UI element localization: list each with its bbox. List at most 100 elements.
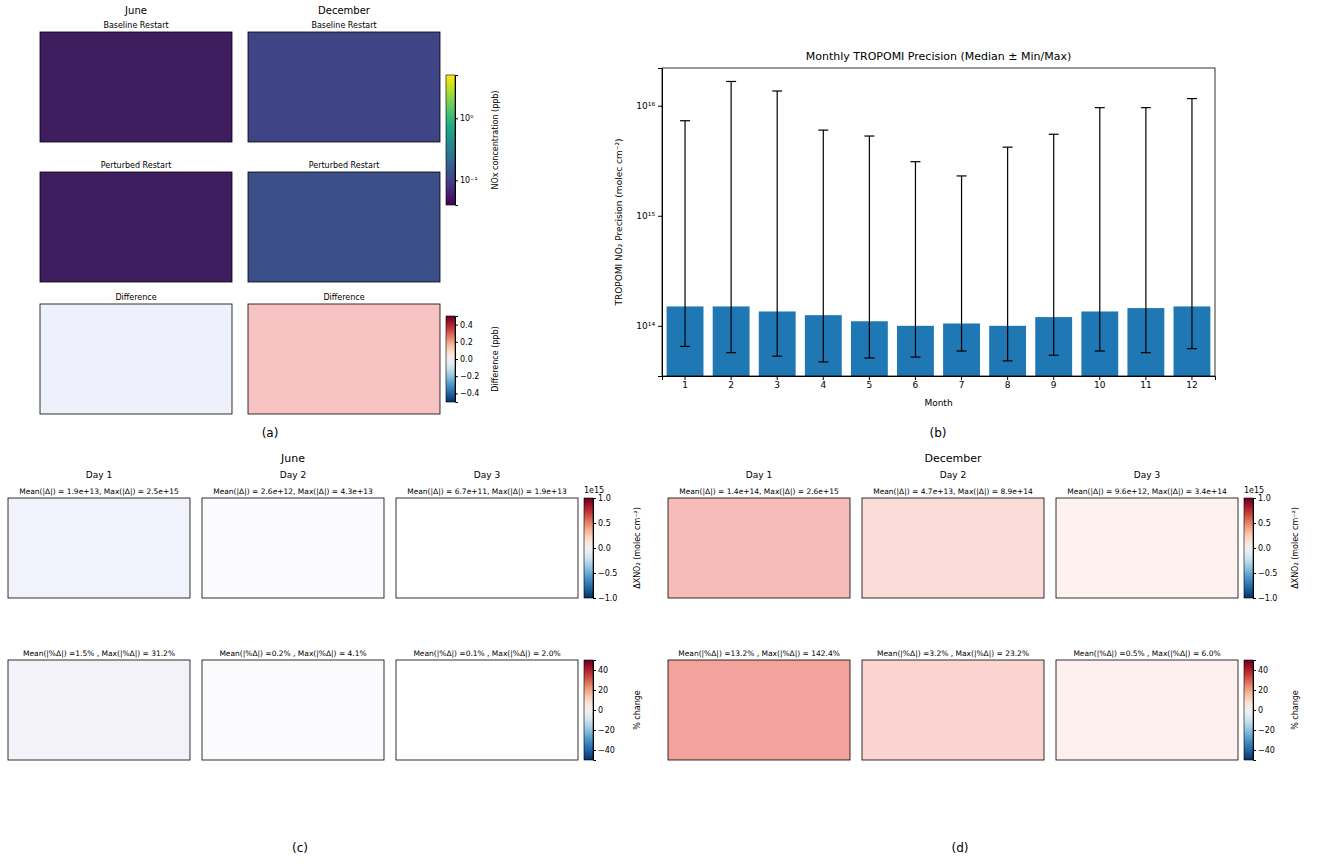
tick-label: 0.0: [1258, 544, 1271, 553]
tick-label: 12: [1186, 380, 1197, 390]
tick-label: 5: [867, 380, 873, 390]
axis-line: [456, 76, 459, 206]
tick-label: −0.2: [460, 372, 479, 381]
tick-label: 9: [1051, 380, 1057, 390]
tick-mark: [658, 216, 662, 217]
colorbar-title: ΔXNO₂ (molec cm⁻²): [1291, 507, 1300, 589]
column-title: Day 2: [940, 470, 966, 480]
map-title: Perturbed Restart: [101, 161, 172, 170]
tick-label: −20: [598, 726, 615, 735]
tick-label: 1.0: [598, 494, 611, 503]
bar-panel: 10¹⁴10¹⁵10¹⁶123456789101112Monthly TROPO…: [614, 50, 1216, 440]
error-bar: [1007, 147, 1008, 361]
map-title: Difference: [115, 293, 156, 302]
tick-mark: [593, 710, 596, 711]
error-bar: [869, 136, 870, 358]
tick: 40: [1253, 666, 1268, 675]
tick: −1.0: [1253, 594, 1277, 603]
axis-line: [456, 317, 459, 403]
tick-label: 4: [820, 380, 826, 390]
error-cap: [1049, 355, 1059, 356]
error-cap: [726, 352, 736, 353]
tick-label: 3: [774, 380, 780, 390]
tick-mark: [593, 548, 596, 549]
panel-label: (c): [292, 841, 308, 855]
tick: −20: [593, 726, 615, 735]
tick: 1: [682, 376, 688, 390]
tick-mark: [593, 730, 596, 731]
error-cap: [818, 130, 828, 131]
map: [202, 498, 384, 598]
error-cap: [864, 357, 874, 358]
panel-label: (d): [952, 841, 969, 855]
column-title: December: [318, 5, 371, 16]
error-bar: [1145, 108, 1146, 353]
tick-mark: [593, 573, 596, 574]
tick: 1.0: [1253, 494, 1271, 503]
error-bar: [731, 81, 732, 352]
tick-mark: [1253, 730, 1256, 731]
tick: −20: [1253, 726, 1275, 735]
error-bar: [915, 162, 916, 357]
tick: −0.5: [1253, 569, 1277, 578]
error-cap: [1141, 107, 1151, 108]
column-title: Day 3: [474, 470, 500, 480]
error-bar: [1191, 99, 1192, 349]
panel-label: (a): [262, 426, 279, 440]
tick-label: 0.0: [460, 355, 473, 364]
tick-mark: [593, 598, 596, 599]
colorbar-ramp: [446, 316, 455, 402]
tick: 0.0: [593, 544, 611, 553]
tick-label: 40: [598, 666, 608, 675]
offset-label: 1e15: [1244, 486, 1264, 495]
tick: 20: [593, 686, 608, 695]
tick: 0.2: [455, 338, 473, 347]
error-bar: [1053, 134, 1054, 355]
tick-label: −0.4: [460, 389, 479, 398]
map-title: Mean(|Δ|) = 4.7e+13, Max(|Δ|) = 8.9e+14: [873, 487, 1033, 496]
colorbar-ramp: [584, 660, 593, 760]
tick-label: 2: [728, 380, 734, 390]
map-panel: JuneDecemberBaseline RestartBaseline Res…: [40, 5, 500, 440]
tick: −0.2: [455, 372, 479, 381]
tick-label: 20: [1258, 686, 1268, 695]
tick: 7: [959, 376, 965, 390]
axis-line: [594, 499, 597, 599]
tick-label: 11: [1140, 380, 1151, 390]
tick: 8: [1005, 376, 1011, 390]
tick-label: 1.0: [1258, 494, 1271, 503]
tick-label: 10: [1094, 380, 1106, 390]
tick-mark: [1253, 498, 1256, 499]
map-title: Mean(|Δ|) = 1.9e+13, Max(|Δ|) = 2.5e+15: [19, 487, 179, 496]
tick-label: 10⁰: [460, 114, 473, 123]
tick-label: 20: [598, 686, 608, 695]
colorbar: −40−2002040% change: [584, 660, 642, 761]
map-title: Baseline Restart: [103, 21, 168, 30]
tick-label: 10⁻¹: [460, 176, 478, 185]
tick-mark: [455, 376, 458, 377]
tick-label: −40: [598, 746, 615, 755]
tick: −1.0: [593, 594, 617, 603]
tick-mark: [1253, 548, 1256, 549]
tick-mark: [455, 393, 458, 394]
tick-label: −1.0: [1258, 594, 1277, 603]
map: [668, 498, 850, 598]
tick-label: −1.0: [598, 594, 617, 603]
map: [202, 660, 384, 760]
panel-title: December: [924, 452, 982, 465]
colorbar-title: % change: [633, 690, 642, 730]
tick-label: −20: [1258, 726, 1275, 735]
error-cap: [818, 361, 828, 362]
tick-label: 0.5: [598, 519, 611, 528]
map-title: Mean(|%Δ|) =3.2% , Max(|%Δ|) = 23.2%: [877, 649, 1029, 658]
map-title: Baseline Restart: [311, 21, 376, 30]
tick-mark: [1253, 573, 1256, 574]
colorbar: −1.0−0.50.00.51.0ΔXNO₂ (molec cm⁻²)1e15: [1244, 486, 1300, 603]
tick: 11: [1140, 376, 1151, 390]
axis-title: Month: [924, 398, 952, 408]
tick-mark: [1253, 598, 1256, 599]
colorbar: 10⁻¹10⁰NOx concentration (ppb): [446, 75, 500, 206]
colorbar-title: % change: [1291, 690, 1300, 730]
tick: 0.0: [455, 355, 473, 364]
error-cap: [680, 120, 690, 121]
